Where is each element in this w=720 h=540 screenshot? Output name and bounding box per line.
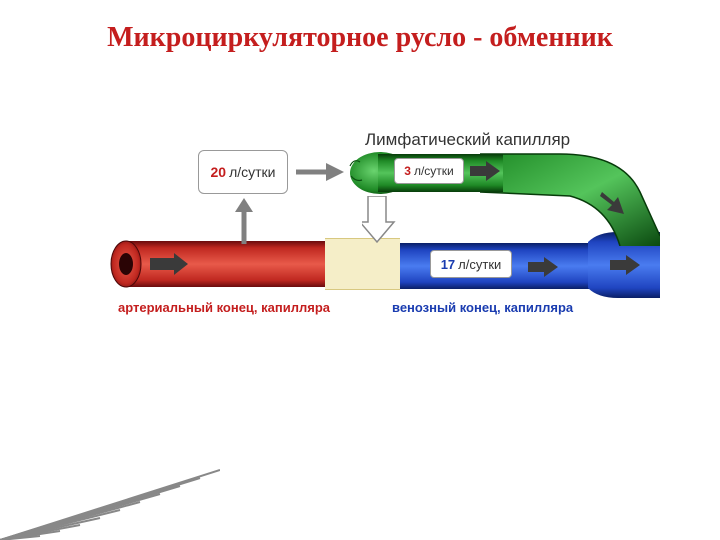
capillary-junction — [325, 238, 400, 290]
page-title: Микроциркуляторное русло - обменник — [0, 22, 720, 54]
reabsorption-value: 17 — [441, 257, 455, 272]
arrow-up-icon — [232, 198, 256, 244]
arterial-end-label: артериальный конец, капилляра — [118, 300, 330, 315]
microcirculation-diagram: 20 л/сутки Лимфатический капилляр 3 л/су… — [110, 130, 660, 360]
filtration-box: 20 л/сутки — [198, 150, 288, 194]
flow-arrow-icon — [528, 256, 558, 278]
filtration-unit: л/сутки — [229, 164, 275, 180]
corner-decoration — [0, 450, 220, 540]
filtration-value: 20 — [211, 164, 227, 180]
lymphatic-tube — [480, 146, 660, 246]
arterial-vessel — [110, 240, 360, 288]
flow-arrow-icon — [600, 190, 628, 218]
venous-end-label: венозный конец, капилляра — [392, 300, 573, 315]
reabsorption-box: 17 л/сутки — [430, 250, 512, 278]
arrow-down-icon — [362, 196, 398, 244]
reabsorption-unit: л/сутки — [458, 257, 501, 272]
flow-arrow-icon — [610, 254, 640, 276]
arrow-right-icon — [296, 160, 344, 184]
lymph-unit: л/сутки — [414, 164, 454, 178]
lymph-box: 3 л/сутки — [394, 158, 464, 184]
lymph-value: 3 — [404, 164, 411, 178]
flow-arrow-icon — [470, 160, 500, 182]
